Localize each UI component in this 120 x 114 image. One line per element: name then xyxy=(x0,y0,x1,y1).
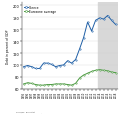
Bar xyxy=(98,3,118,89)
Legend: Greece, Eurozone average: Greece, Eurozone average xyxy=(24,6,56,14)
Y-axis label: Debt in percent of GDP: Debt in percent of GDP xyxy=(6,29,10,63)
Text: Sources: Eurostat
Ernst & Young, using data from Oxford Economics: Sources: Eurostat Ernst & Young, using d… xyxy=(16,111,68,114)
